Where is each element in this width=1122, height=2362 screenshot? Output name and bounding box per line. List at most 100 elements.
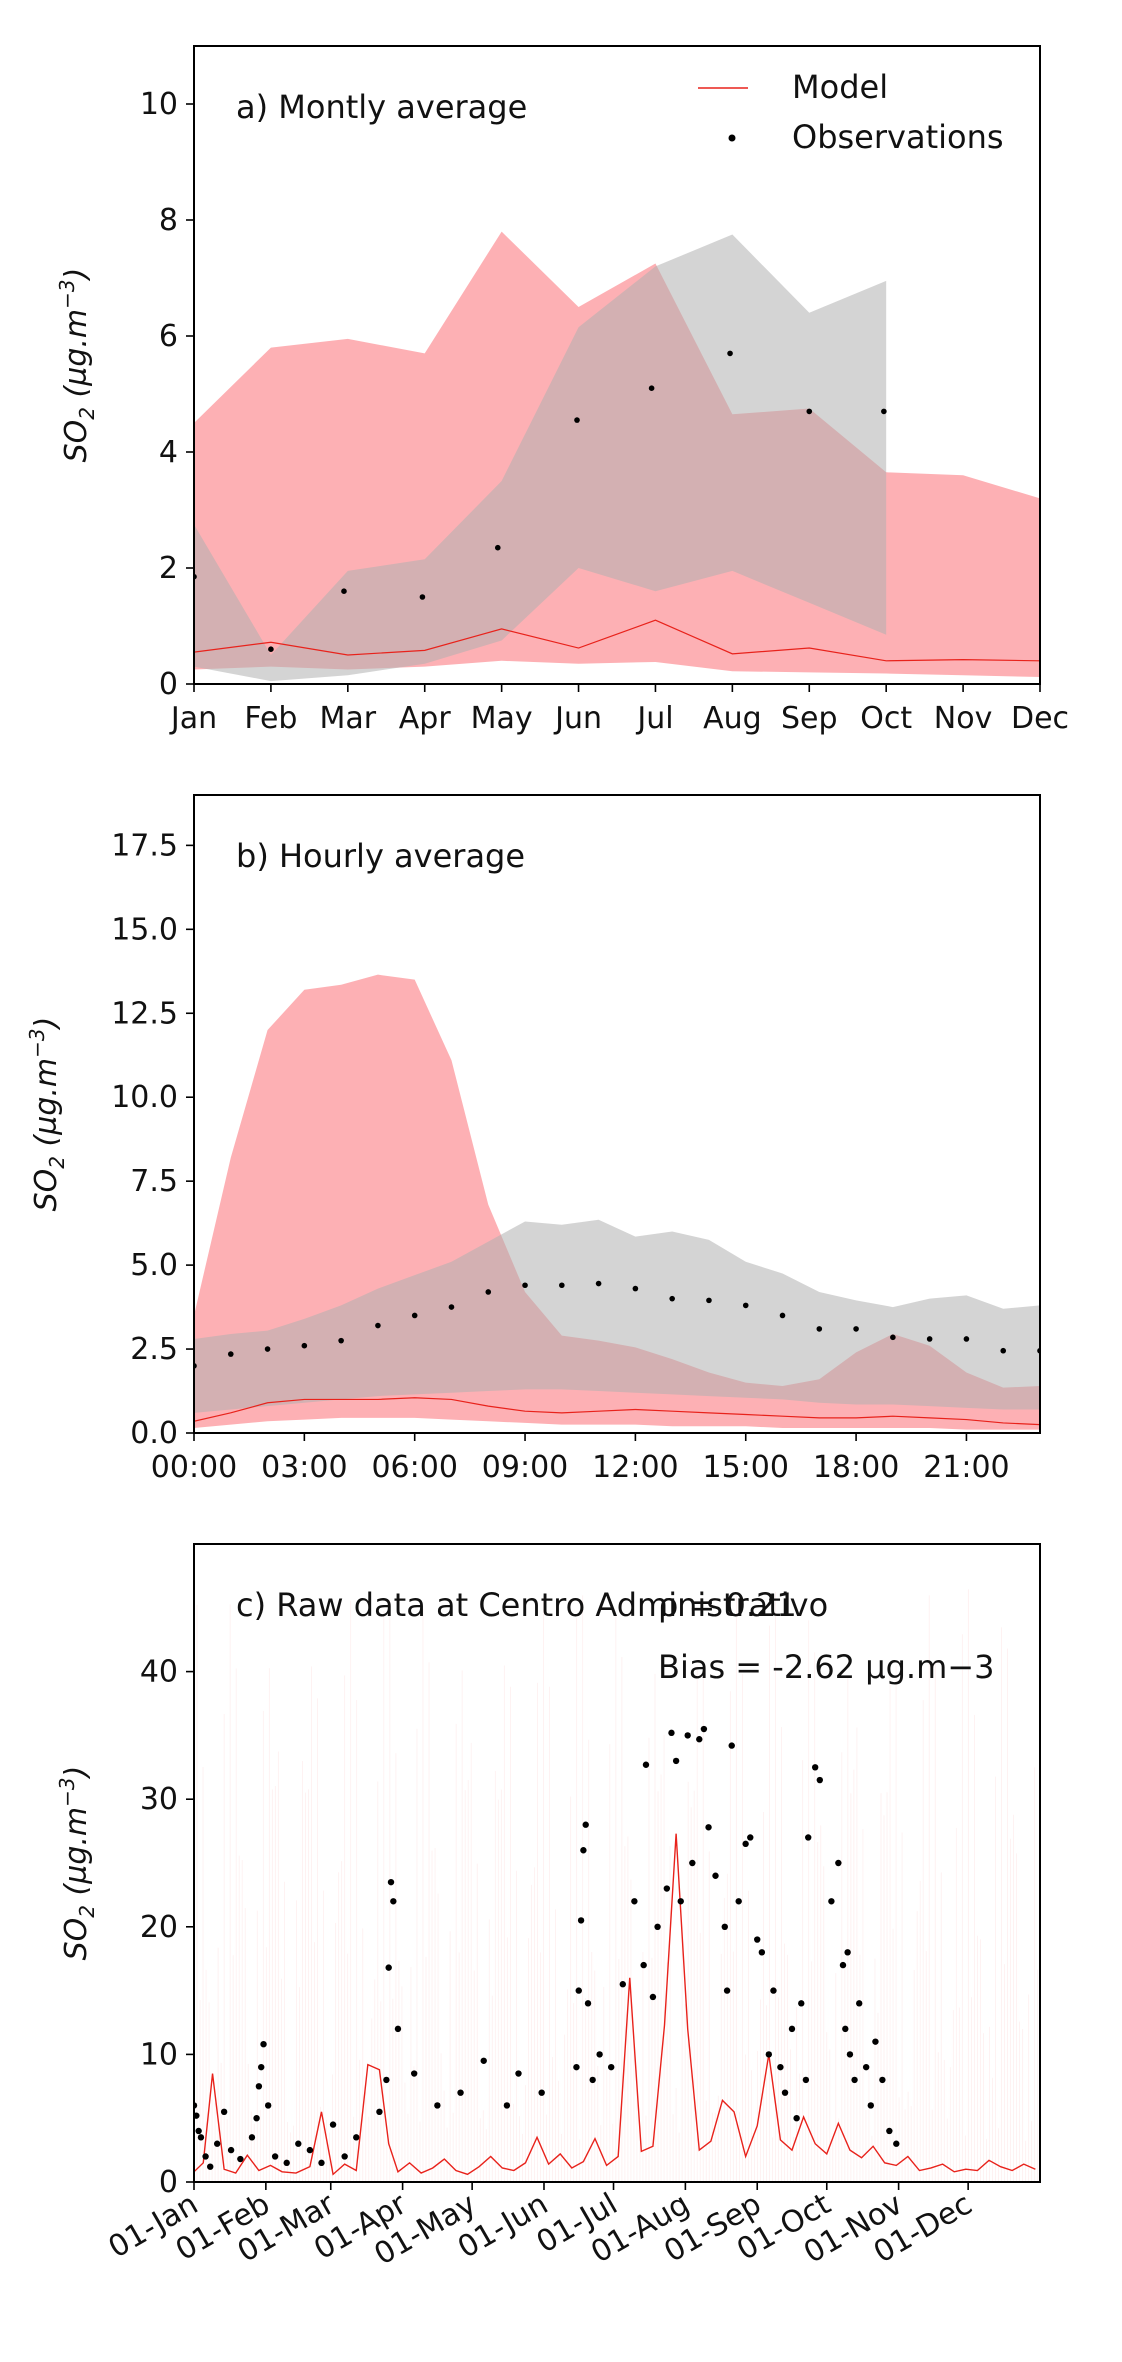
x-tick-label: 18:00 <box>813 1450 899 1485</box>
observation-point <box>798 2000 805 2007</box>
observation-point <box>283 2159 290 2167</box>
model-line <box>194 619 1040 662</box>
observation-point <box>844 1949 851 1956</box>
observation-point <box>194 2112 200 2119</box>
axes-frame <box>193 45 1041 685</box>
observation-point <box>383 2076 390 2084</box>
observation-point <box>851 2076 858 2084</box>
observation-point <box>846 2051 854 2058</box>
x-tick-label: Nov <box>934 701 993 736</box>
observation-point <box>318 2159 325 2167</box>
observation-point <box>580 1847 587 1854</box>
observation-point <box>264 2102 272 2109</box>
observation-point <box>727 350 733 357</box>
observation-point <box>485 1289 492 1295</box>
observation-point <box>457 2089 464 2096</box>
panel-annotation: a) Montly average <box>236 88 527 126</box>
y-tick-label: 10.0 <box>111 1080 178 1115</box>
model-hourly-spikes <box>194 1589 1039 2182</box>
x-tick-label: Dec <box>1011 701 1069 736</box>
observation-point <box>419 594 426 600</box>
observation-point <box>329 2121 337 2128</box>
observation-point <box>963 1336 970 1342</box>
observation-point <box>207 2163 214 2170</box>
observation-point <box>689 1859 696 1867</box>
observation-point <box>802 2076 810 2084</box>
y-tick-label: 6 <box>159 319 178 354</box>
observation-point <box>260 2040 267 2048</box>
observation-point <box>227 2146 235 2154</box>
observation-point <box>619 1981 626 1988</box>
observation-point <box>338 1337 344 1344</box>
x-tick-label: Jun <box>553 701 602 736</box>
observation-point <box>494 544 501 551</box>
observation-point <box>816 1776 824 1784</box>
y-tick-label: 5.0 <box>130 1248 178 1283</box>
observation-point <box>828 1898 835 1905</box>
plot-area <box>194 231 1040 682</box>
observation-point <box>872 2038 879 2045</box>
y-tick-label: 2.5 <box>130 1332 178 1367</box>
observation-point <box>213 2140 221 2147</box>
observation-point <box>648 385 655 392</box>
observation-point <box>596 2051 603 2058</box>
observation-point <box>301 1342 308 1349</box>
observation-point <box>503 2102 511 2109</box>
observation-point <box>649 1993 657 2001</box>
observation-point <box>806 408 813 415</box>
observation-point <box>779 1312 786 1319</box>
x-tick-label: Sep <box>781 701 838 736</box>
panel-monthly-average: 0 2 4 6 8 10 Jan Feb Mar Apr May Jun Jul Aug Sep Oct Nov… <box>55 45 1069 736</box>
observation-point <box>237 2155 244 2163</box>
observation-point <box>835 1859 842 1867</box>
observation-point <box>886 2127 893 2135</box>
observation-point <box>353 2134 360 2141</box>
observation-point <box>654 1923 661 1931</box>
observation-point <box>879 2076 886 2084</box>
x-tick-label: Jul <box>635 701 673 736</box>
observation-point <box>862 2063 870 2071</box>
observation-point <box>574 417 580 423</box>
x-tick-label: May <box>471 701 533 736</box>
observation-point <box>448 1304 455 1310</box>
observation-point <box>677 1898 684 1905</box>
plot-area <box>194 1589 1039 2182</box>
y-tick-label: 4 <box>159 435 178 470</box>
bias-label: Bias = -2.62 µg.m−3 <box>658 1648 994 1686</box>
observation-point <box>248 2134 256 2141</box>
observation-point <box>777 2063 784 2071</box>
observation-point <box>672 1757 680 1765</box>
x-tick-label: Mar <box>320 701 377 736</box>
observation-point <box>577 1917 585 1924</box>
model-line <box>194 1833 1036 2176</box>
axes-frame <box>193 1543 1041 2183</box>
y-tick-label: 10 <box>140 87 178 122</box>
observation-point <box>411 1312 418 1319</box>
observation-point <box>258 2063 265 2071</box>
observation-point <box>271 2153 279 2160</box>
observation-point <box>867 2102 874 2109</box>
observation-point <box>538 2089 545 2096</box>
observation-point <box>890 1334 896 1341</box>
observation-point <box>584 2000 592 2007</box>
panel-annotation: c) Raw data at Centro Administrativo <box>236 1586 828 1624</box>
observation-point <box>668 1729 675 1737</box>
observation-point <box>197 2134 205 2141</box>
observation-point <box>559 1282 565 1289</box>
observation-point <box>608 2063 615 2071</box>
observation-point <box>253 2115 260 2122</box>
y-tick-label: 12.5 <box>111 996 178 1031</box>
observation-point <box>387 1878 395 1886</box>
observation-point <box>706 1297 712 1304</box>
observation-point <box>341 2153 348 2160</box>
observation-point <box>684 1732 691 1739</box>
y-tick-label: 20 <box>140 1910 178 1945</box>
observation-point <box>642 1761 650 1768</box>
y-tick-label: 0 <box>159 2165 178 2200</box>
observation-point <box>893 2140 900 2147</box>
observation-point <box>573 2063 580 2071</box>
y-tick-label: 30 <box>140 1782 178 1817</box>
x-tick-label: 12:00 <box>592 1450 678 1485</box>
observation-point <box>735 1898 742 1905</box>
